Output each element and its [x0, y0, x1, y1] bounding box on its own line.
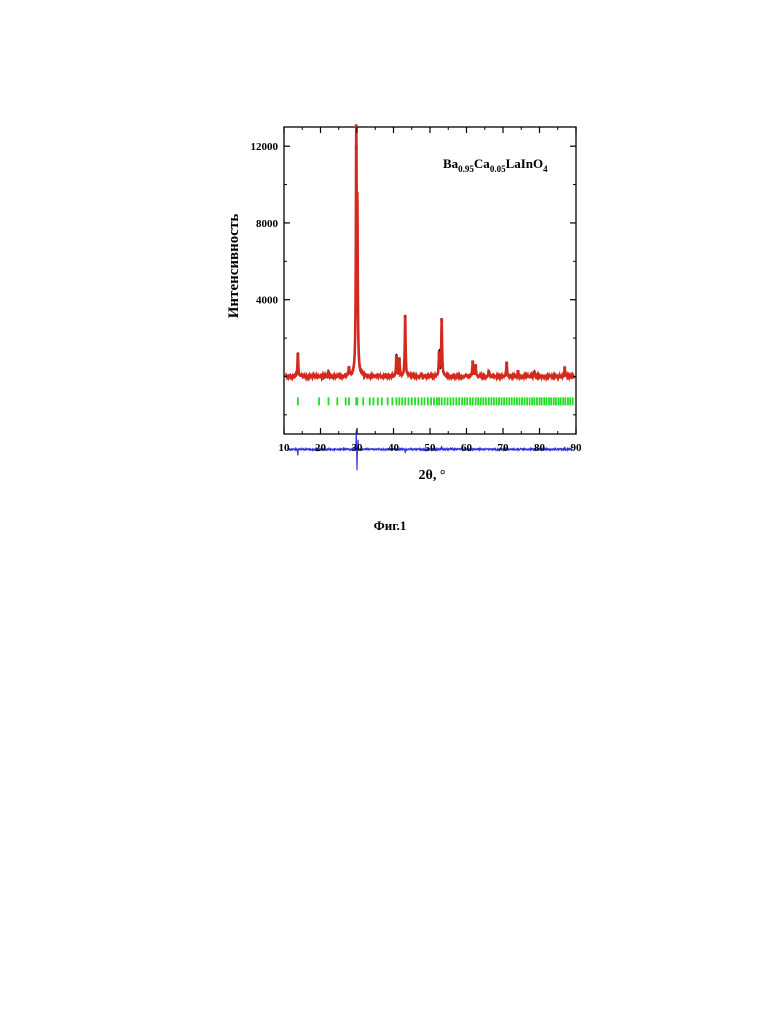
calculated-line [286, 154, 574, 376]
x-tick-label: 60 [461, 442, 473, 454]
x-tick-label: 70 [498, 442, 510, 454]
figure-caption: Фиг.1 [0, 518, 780, 534]
y-axis-title: Интенсивность [226, 214, 242, 319]
observed-point [296, 353, 299, 356]
x-axis-title: 2θ, ° [419, 468, 446, 483]
observed-point [327, 371, 330, 374]
observed-point [563, 366, 566, 369]
observed-point [395, 355, 398, 358]
y-tick-label: 12000 [251, 141, 279, 153]
observed-point [471, 361, 474, 364]
compound-formula: Ba0.95Ca0.05LaInO4 [443, 156, 548, 174]
observed-point [398, 358, 401, 361]
observed-point [505, 362, 508, 365]
observed-point [356, 227, 359, 230]
x-tick-label: 80 [534, 442, 546, 454]
y-tick-label: 8000 [256, 218, 279, 230]
x-tick-label: 20 [315, 442, 327, 454]
x-tick-label: 40 [388, 442, 400, 454]
observed-point [533, 371, 536, 374]
observed-point [516, 370, 519, 373]
observed-point [347, 366, 350, 369]
observed-point [487, 370, 490, 373]
plot-frame [284, 127, 576, 434]
y-tick-label: 4000 [256, 295, 279, 307]
x-tick-label: 10 [279, 442, 291, 454]
reflection-markers [298, 397, 573, 405]
observed-point [355, 147, 358, 150]
observed-point [474, 364, 477, 367]
x-tick-label: 30 [352, 442, 364, 454]
observed-point [440, 318, 443, 321]
x-tick-label: 50 [425, 442, 437, 454]
calculated-trace [286, 154, 574, 376]
x-tick-label: 90 [571, 442, 583, 454]
observed-point [404, 315, 407, 318]
observed-point [438, 352, 441, 355]
